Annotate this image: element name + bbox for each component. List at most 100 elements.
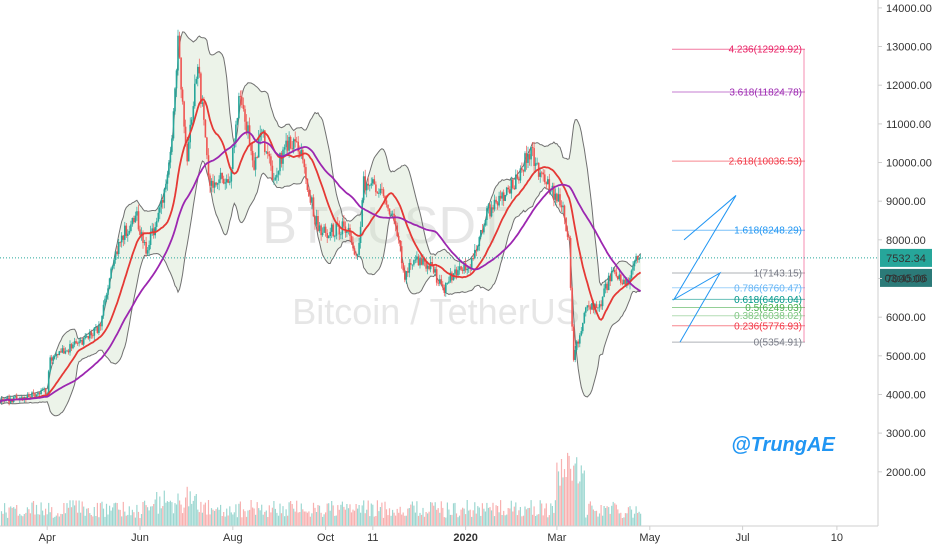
candle-body xyxy=(410,263,412,265)
candle-body xyxy=(305,167,307,179)
volume-bar xyxy=(172,513,175,526)
volume-bar xyxy=(474,502,476,526)
volume-bar xyxy=(541,503,543,526)
candle-body xyxy=(38,392,41,395)
candle-body xyxy=(162,200,164,203)
fib-extension-layer[interactable]: 4.236(12929.92) 3.618(11824.78) 2.618(1003… xyxy=(672,45,805,349)
candle-body xyxy=(58,351,61,356)
candle-body xyxy=(352,242,354,249)
volume-bar xyxy=(23,514,25,526)
volume-bar xyxy=(279,503,281,526)
candle-body xyxy=(480,230,482,238)
candle-body xyxy=(44,388,47,395)
volume-bar xyxy=(468,510,470,526)
volume-bar xyxy=(396,508,398,526)
time-tick-label: 10 xyxy=(831,532,843,544)
candle-body xyxy=(151,228,153,232)
candle-body xyxy=(250,144,252,151)
volume-bar xyxy=(344,509,346,526)
candle-body xyxy=(57,354,59,355)
candle-body xyxy=(362,176,365,201)
volume-bar xyxy=(463,508,465,526)
candle-body xyxy=(195,78,198,84)
volume-bar xyxy=(19,513,21,526)
candle-body xyxy=(493,199,496,210)
candle-body xyxy=(343,221,345,227)
volume-bar xyxy=(261,504,263,526)
candle-body xyxy=(133,218,135,223)
fib-level-label: 4.236(12929.92) xyxy=(729,45,802,56)
volume-bar xyxy=(609,513,611,526)
candle-body xyxy=(55,354,58,356)
ma-slow-line xyxy=(0,131,642,403)
volume-bar xyxy=(218,509,220,526)
candle-body xyxy=(60,351,62,353)
fib-level-label: 0.786(6760.47) xyxy=(734,283,802,294)
candle-body xyxy=(230,169,233,182)
candle-body xyxy=(338,224,341,235)
volume-bar xyxy=(259,510,261,526)
candle-body xyxy=(143,242,146,243)
volume-bar xyxy=(379,507,381,526)
candle-body xyxy=(239,96,242,98)
volume-bar xyxy=(130,515,132,526)
candle-body xyxy=(89,331,91,339)
volume-bar xyxy=(154,499,156,526)
volume-bar xyxy=(232,514,234,526)
volume-bar xyxy=(153,504,155,526)
volume-bar xyxy=(434,502,436,526)
volume-bar xyxy=(381,502,383,526)
candle-body xyxy=(505,187,508,195)
candle-body xyxy=(615,272,618,277)
volume-bar xyxy=(603,506,605,526)
candle-body xyxy=(572,326,575,360)
volume-bar xyxy=(0,511,3,526)
candle-body xyxy=(463,263,465,271)
candle-body xyxy=(127,233,129,236)
volume-bar xyxy=(96,502,98,526)
volume-bar xyxy=(299,512,301,526)
volume-bar xyxy=(309,516,311,526)
volume-bar xyxy=(446,502,448,526)
candle-body xyxy=(577,341,579,344)
candle-body xyxy=(69,344,71,353)
candle-body xyxy=(518,178,520,181)
candle-body xyxy=(34,393,36,397)
candle-body xyxy=(47,371,50,394)
volume-bar xyxy=(312,502,315,526)
volume-bar xyxy=(407,508,409,526)
volume-bar xyxy=(585,517,587,526)
candle-body xyxy=(87,336,90,339)
volume-bar xyxy=(589,501,591,526)
volume-bar xyxy=(640,513,642,526)
volume-bar xyxy=(109,505,111,526)
volume-bar xyxy=(177,493,179,526)
volume-bar xyxy=(503,510,505,526)
candle-body xyxy=(26,395,29,400)
volume-bar xyxy=(63,503,65,526)
candle-body xyxy=(519,168,522,181)
volume-bar xyxy=(51,507,53,526)
candle-body xyxy=(92,335,94,337)
candle-body xyxy=(254,157,257,170)
volume-bar xyxy=(462,507,464,526)
volume-bar xyxy=(357,508,359,526)
candle-body xyxy=(6,397,9,399)
candle-body xyxy=(124,225,126,240)
candle-body xyxy=(440,279,443,285)
candle-body xyxy=(15,396,18,399)
volume-bar xyxy=(84,515,86,526)
candle-body xyxy=(64,351,67,354)
volume-bar xyxy=(197,509,199,526)
candle-body xyxy=(286,140,289,151)
candle-body xyxy=(299,151,301,156)
candle-body xyxy=(169,151,172,163)
time-tick-label: Aug xyxy=(223,532,243,544)
volume-bar xyxy=(611,505,613,526)
volume-bar xyxy=(615,504,617,526)
candle-body xyxy=(574,349,576,360)
volume-bar xyxy=(29,513,31,526)
candle-body xyxy=(37,392,39,395)
